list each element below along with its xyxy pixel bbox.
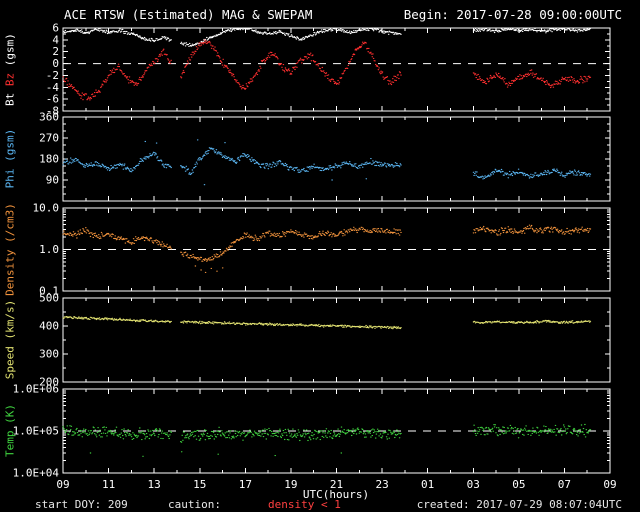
y-tick-label: 1.0 <box>39 243 59 256</box>
created-timestamp: created: 2017-07-29 08:07:04UTC <box>416 498 622 511</box>
x-tick-label: 19 <box>284 478 297 491</box>
x-tick-label: 09 <box>603 478 616 491</box>
series-Phi <box>62 139 592 186</box>
y-axis-label-part: Temp (K) <box>3 404 17 457</box>
y-tick-label: 0.1 <box>39 285 59 298</box>
y-tick-label: 4 <box>52 33 59 46</box>
x-tick-label: 17 <box>239 478 252 491</box>
series-Bz <box>62 39 592 101</box>
y-tick-label: -6 <box>46 93 59 106</box>
x-tick-label: 15 <box>193 478 206 491</box>
y-axis-label-temp: Temp (K) <box>4 331 17 512</box>
y-tick-label: 1.0E+05 <box>13 425 59 438</box>
y-tick-label: 1.0E+04 <box>13 467 60 480</box>
series-Speed <box>62 316 592 330</box>
caution-value: density < 1 <box>268 498 341 511</box>
y-tick-label: 400 <box>39 320 59 333</box>
y-tick-label: 90 <box>46 174 59 187</box>
x-tick-label: 03 <box>467 478 480 491</box>
start-doy-text: start DOY: 209 <box>35 498 128 511</box>
y-tick-label: 200 <box>39 376 59 389</box>
y-tick-label: 270 <box>39 132 59 145</box>
series-Temp <box>62 423 592 457</box>
panel-border-speed <box>62 297 611 383</box>
x-tick-label: 13 <box>148 478 161 491</box>
x-tick-label: 23 <box>375 478 388 491</box>
y-tick-label: 500 <box>39 292 59 305</box>
y-tick-label: 0 <box>52 57 59 70</box>
y-tick-label: 360 <box>39 111 59 124</box>
begin-timestamp: Begin: 2017-07-28 09:00:00UTC <box>403 7 622 22</box>
x-tick-label: 01 <box>421 478 434 491</box>
x-tick-label: 09 <box>56 478 69 491</box>
y-tick-label: 300 <box>39 348 59 361</box>
x-tick-label: 07 <box>558 478 571 491</box>
y-tick-label: 10.0 <box>33 202 60 215</box>
y-tick-label: 6 <box>52 22 59 35</box>
y-tick-label: -8 <box>46 105 59 118</box>
y-tick-label: -4 <box>46 81 60 94</box>
y-tick-label: 1.0E+06 <box>13 383 59 396</box>
series-Density <box>62 224 592 273</box>
y-tick-label: -2 <box>46 69 59 82</box>
x-tick-label: 11 <box>102 478 115 491</box>
y-tick-label: 2 <box>52 45 59 58</box>
x-axis-title: UTC(hours) <box>302 488 370 501</box>
plot-title: ACE RTSW (Estimated) MAG & SWEPAM <box>64 7 313 22</box>
x-tick-label: 21 <box>330 478 343 491</box>
series-Bt <box>62 27 592 47</box>
x-tick-label: 05 <box>512 478 525 491</box>
caution-label: caution: <box>168 498 221 511</box>
y-tick-label: 180 <box>39 153 59 166</box>
